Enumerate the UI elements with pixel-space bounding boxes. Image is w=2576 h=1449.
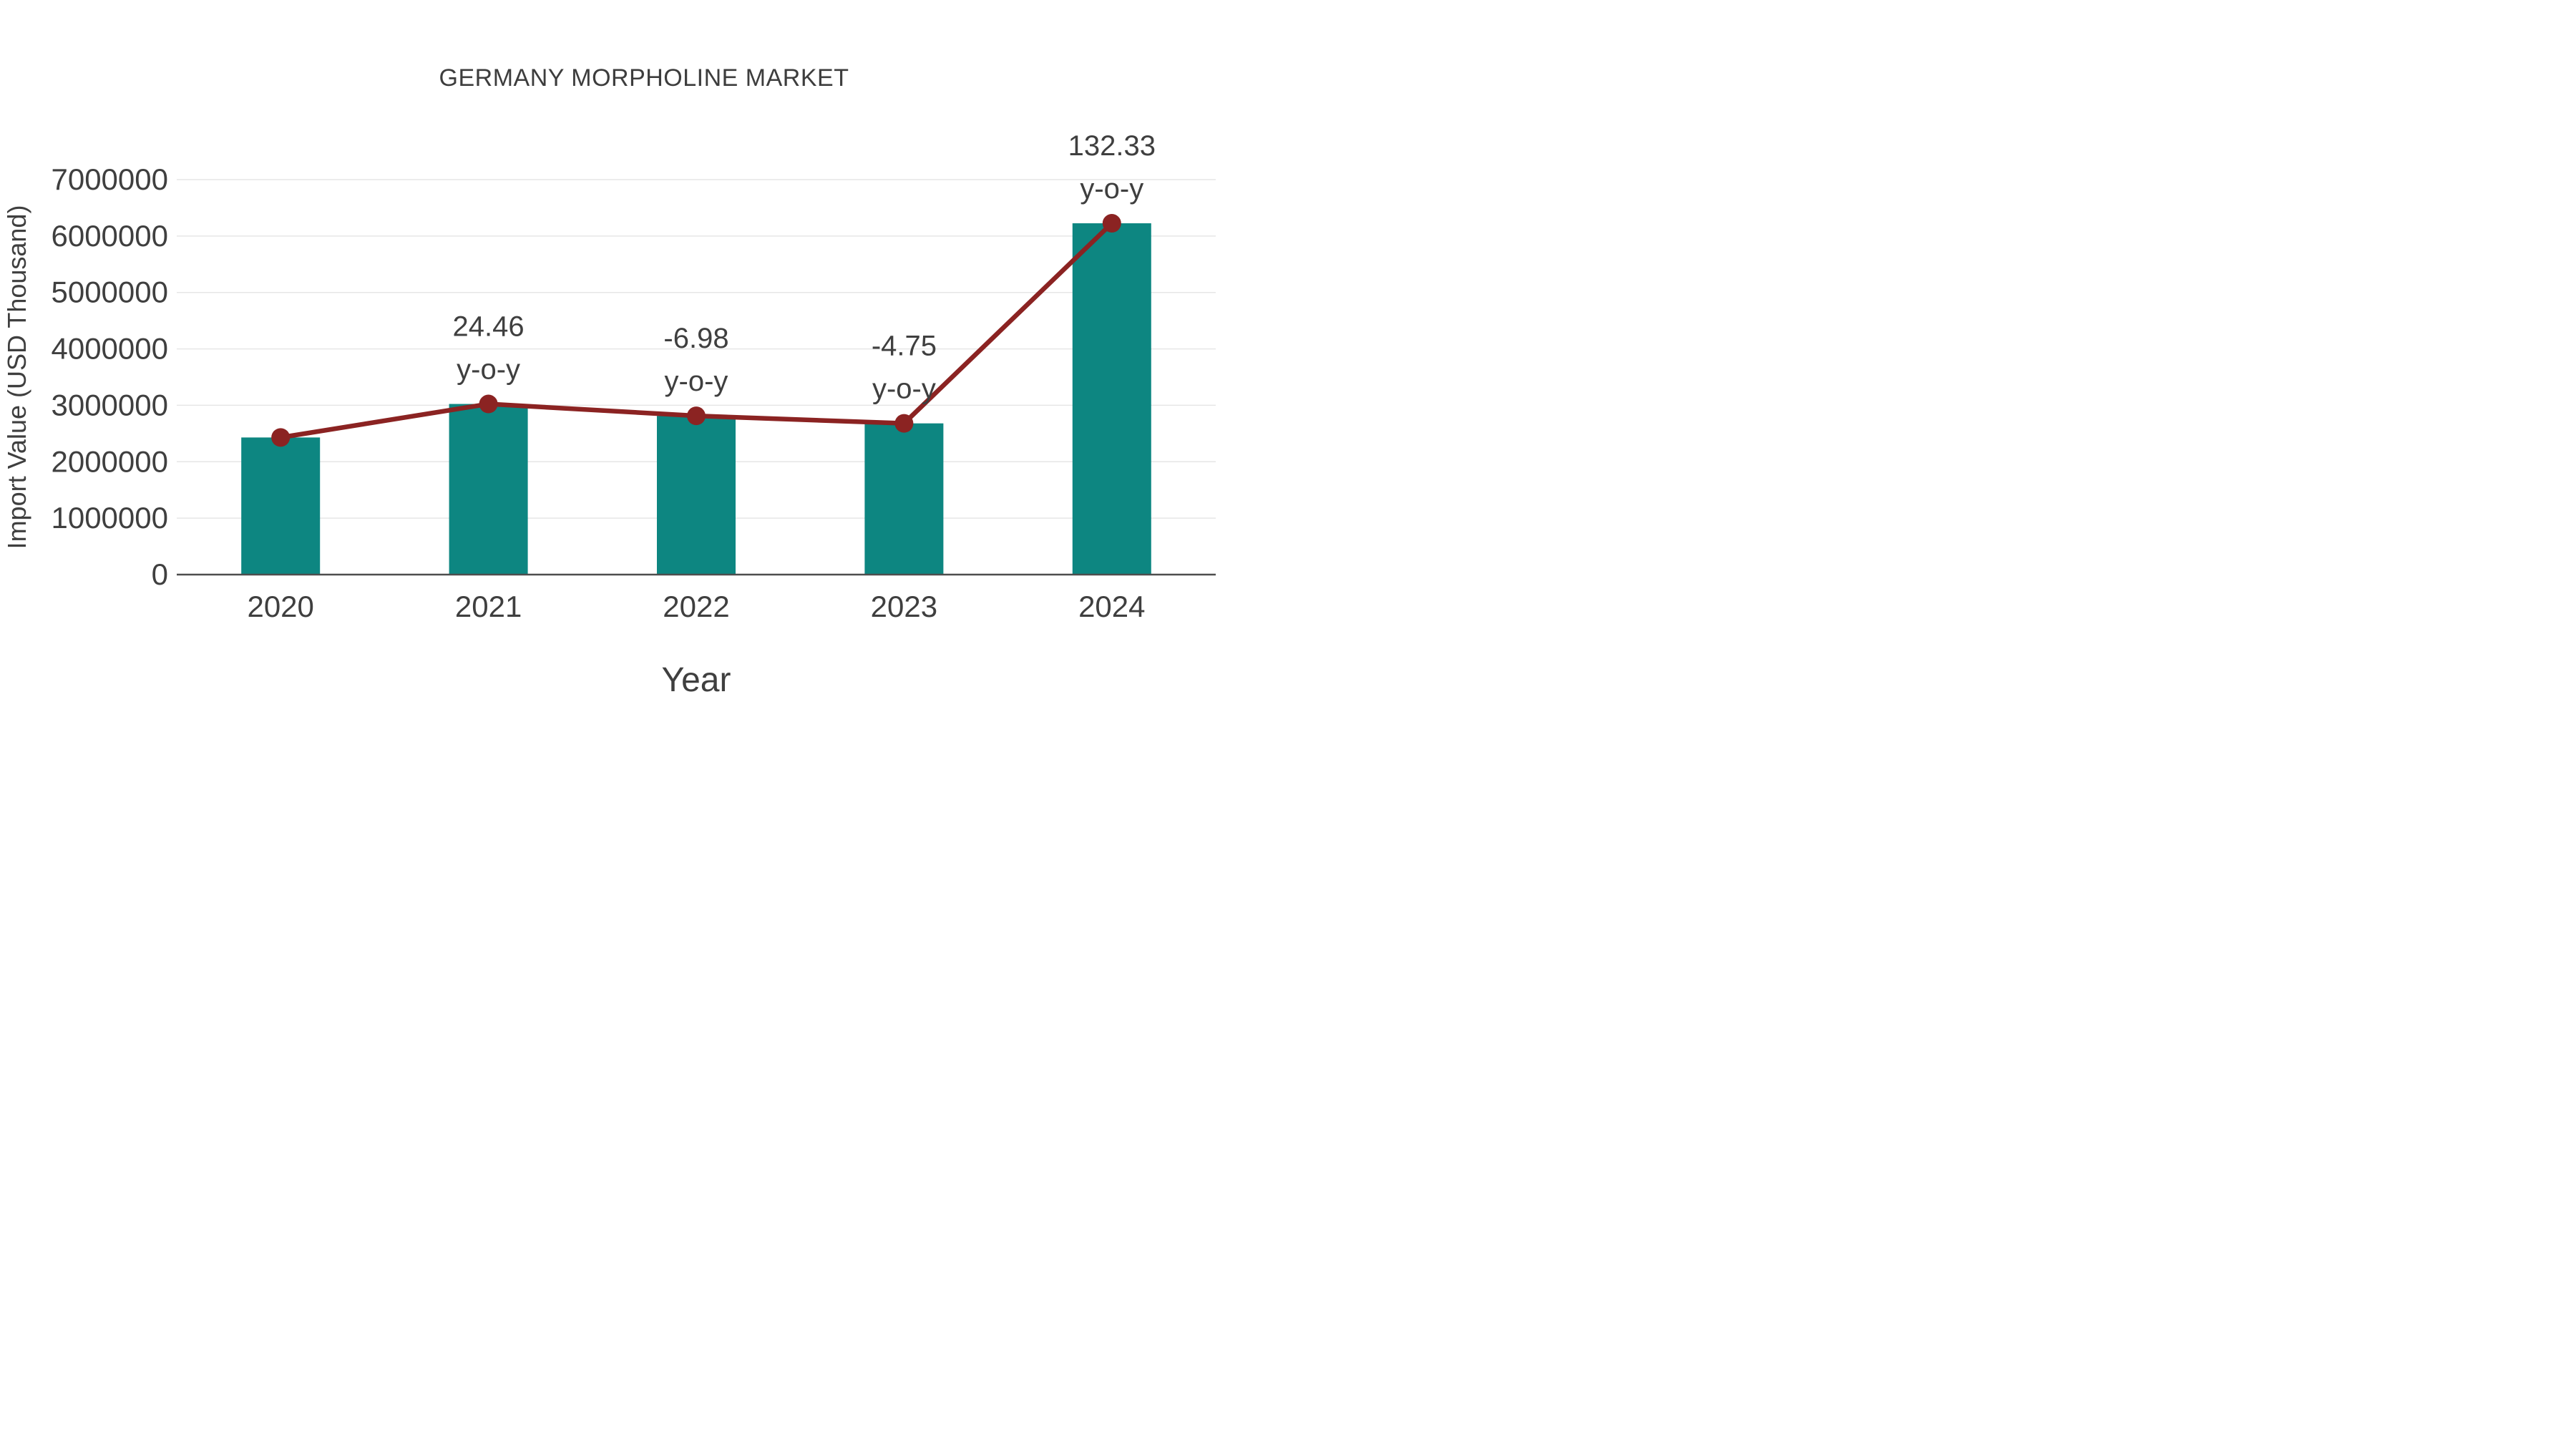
- annotation-2021-line1: 24.46: [453, 311, 525, 343]
- plot-area: 0 1000000 2000000 3000000 4000000 5000000 6000…: [51, 130, 1216, 623]
- y-tick-label: 7000000: [51, 162, 168, 196]
- y-tick-label: 2000000: [51, 444, 168, 478]
- chart-canvas: GERMANY MORPHOLINE MARKET 0 1000000 200000…: [2, 64, 1216, 699]
- x-tick-label: 2021: [455, 590, 522, 623]
- bar-2024: [1072, 223, 1151, 575]
- y-tick-label: 0: [152, 557, 168, 591]
- annotation-2024-line2: y-o-y: [1080, 173, 1143, 205]
- annotation-2024-line1: 132.33: [1068, 130, 1156, 162]
- bar-2022: [657, 416, 736, 575]
- annotation-2022-line1: -6.98: [663, 323, 728, 354]
- x-tick-label: 2024: [1078, 590, 1145, 623]
- annotation-2023-line1: -4.75: [872, 331, 937, 362]
- bar-2021: [449, 404, 528, 575]
- y-tick-label: 5000000: [51, 275, 168, 309]
- annotation-2021-line2: y-o-y: [457, 354, 520, 386]
- y-axis-title: Import Value (USD Thousand): [2, 205, 31, 550]
- chart-container: GERMANY MORPHOLINE MARKET 0 1000000 200000…: [0, 0, 1288, 724]
- trend-marker-2022: [687, 406, 706, 426]
- trend-marker-2023: [894, 414, 914, 433]
- x-tick-label: 2023: [871, 590, 937, 623]
- y-tick-label: 4000000: [51, 332, 168, 366]
- trend-marker-2020: [271, 428, 291, 447]
- chart-title: GERMANY MORPHOLINE MARKET: [439, 64, 849, 92]
- annotation-2023-line2: y-o-y: [872, 374, 936, 405]
- y-tick-label: 6000000: [51, 219, 168, 253]
- trend-marker-2024: [1102, 214, 1121, 233]
- bar-2020: [241, 437, 321, 575]
- y-tick-label: 3000000: [51, 388, 168, 421]
- y-tick-label: 1000000: [51, 501, 168, 535]
- x-axis-title: Year: [662, 661, 731, 699]
- x-tick-label: 2022: [663, 590, 729, 623]
- x-tick-label: 2020: [247, 590, 313, 623]
- bar-2023: [864, 423, 944, 575]
- annotation-2022-line2: y-o-y: [665, 366, 728, 397]
- trend-marker-2021: [479, 394, 498, 414]
